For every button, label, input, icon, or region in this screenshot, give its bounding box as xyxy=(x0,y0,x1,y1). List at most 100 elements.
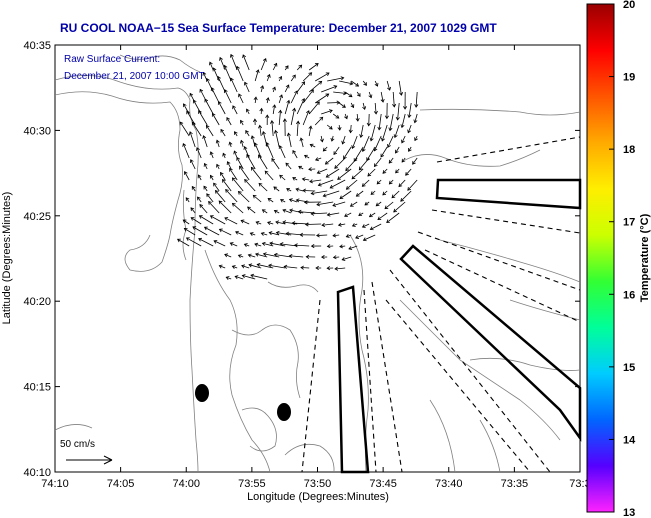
current-vector xyxy=(202,135,208,148)
current-vector xyxy=(305,254,316,259)
current-vector xyxy=(332,255,340,260)
current-vector xyxy=(279,198,286,203)
current-vector xyxy=(309,143,316,148)
current-vector xyxy=(292,149,298,159)
current-vector xyxy=(218,228,232,236)
current-vector xyxy=(382,190,388,196)
current-vector xyxy=(327,100,341,105)
current-vector xyxy=(250,273,268,280)
current-vector xyxy=(384,201,394,210)
current-vector xyxy=(364,201,370,206)
current-vector xyxy=(333,91,347,96)
current-vector xyxy=(235,230,244,236)
y-axis-label: Latitude (Degrees:Minutes) xyxy=(1,192,13,325)
current-vector xyxy=(272,104,277,115)
current-vector xyxy=(321,222,334,228)
current-vector xyxy=(247,253,256,258)
current-vector xyxy=(182,142,190,159)
current-vector xyxy=(243,146,250,159)
current-vector xyxy=(343,146,352,160)
radar-beam-lines xyxy=(301,136,581,473)
current-vector xyxy=(355,190,364,197)
colorbar-ticks: 20 19 18 17 16 15 14 13 xyxy=(609,0,636,518)
current-vector xyxy=(308,101,320,115)
y-tick-label: 40:20 xyxy=(23,296,51,308)
current-vector xyxy=(407,179,418,191)
current-vector xyxy=(197,174,202,181)
current-vector xyxy=(268,231,280,236)
current-vector xyxy=(289,208,304,214)
current-vector xyxy=(308,63,319,71)
current-vector xyxy=(176,238,190,247)
current-vector xyxy=(225,188,238,203)
current-vector xyxy=(332,201,346,207)
current-vector xyxy=(286,132,292,148)
current-vector xyxy=(216,163,220,170)
current-vector xyxy=(414,91,419,108)
current-vector xyxy=(373,102,378,115)
current-vector xyxy=(234,275,244,280)
current-vector xyxy=(284,84,290,93)
current-vector xyxy=(386,212,400,224)
current-vector xyxy=(223,64,232,82)
current-vector xyxy=(314,116,324,126)
current-vector xyxy=(407,102,412,119)
current-vector xyxy=(185,237,202,247)
current-vector xyxy=(268,263,286,269)
current-vector xyxy=(351,135,358,150)
current-vector xyxy=(298,165,304,170)
current-vector xyxy=(248,263,262,269)
x-tick-label: 74:05 xyxy=(107,478,135,490)
current-vector xyxy=(254,242,262,247)
current-vector xyxy=(316,168,328,174)
colorbar-tick-label: 16 xyxy=(623,289,635,301)
current-vector xyxy=(314,157,322,162)
current-vector xyxy=(339,80,354,86)
buoy-marker xyxy=(277,403,291,421)
current-vector xyxy=(237,254,244,259)
current-vector xyxy=(196,147,202,159)
current-vector xyxy=(278,109,283,126)
current-vector xyxy=(374,80,379,87)
current-vector xyxy=(332,113,340,119)
current-vector xyxy=(308,125,313,137)
current-vector xyxy=(316,233,328,238)
current-vector xyxy=(412,157,418,165)
x-tick-label: 73:35 xyxy=(501,478,529,490)
current-vector xyxy=(209,151,214,159)
current-vector xyxy=(344,91,353,98)
colorbar-tick-label: 18 xyxy=(623,144,635,156)
current-vector xyxy=(247,206,256,214)
current-vector xyxy=(278,94,283,104)
current-vector xyxy=(264,170,274,181)
current-vector xyxy=(245,108,250,115)
current-vector xyxy=(304,222,322,227)
colorbar-tick-label: 13 xyxy=(623,507,635,518)
current-vector xyxy=(341,256,352,262)
x-tick-label: 73:45 xyxy=(369,478,397,490)
current-vector xyxy=(190,217,202,225)
current-vector xyxy=(299,137,304,148)
current-vector xyxy=(295,187,304,192)
current-vector xyxy=(392,91,397,108)
current-vector xyxy=(348,245,358,251)
current-vector xyxy=(334,157,346,169)
current-vector xyxy=(237,190,250,203)
current-vector xyxy=(395,168,400,174)
current-vector xyxy=(388,179,394,185)
current-vector xyxy=(391,190,400,199)
current-vector xyxy=(218,200,232,214)
current-vector xyxy=(282,220,298,225)
current-vector xyxy=(210,87,220,104)
current-vector xyxy=(236,65,244,82)
current-vector xyxy=(261,241,274,247)
current-vector xyxy=(355,234,364,239)
current-vector xyxy=(275,220,286,225)
current-vector xyxy=(407,124,412,134)
current-vector xyxy=(321,85,338,93)
current-vector xyxy=(249,232,256,236)
current-vector xyxy=(355,113,360,122)
current-vector xyxy=(315,265,322,271)
y-tick-label: 40:30 xyxy=(23,125,51,137)
current-vector xyxy=(350,80,360,87)
